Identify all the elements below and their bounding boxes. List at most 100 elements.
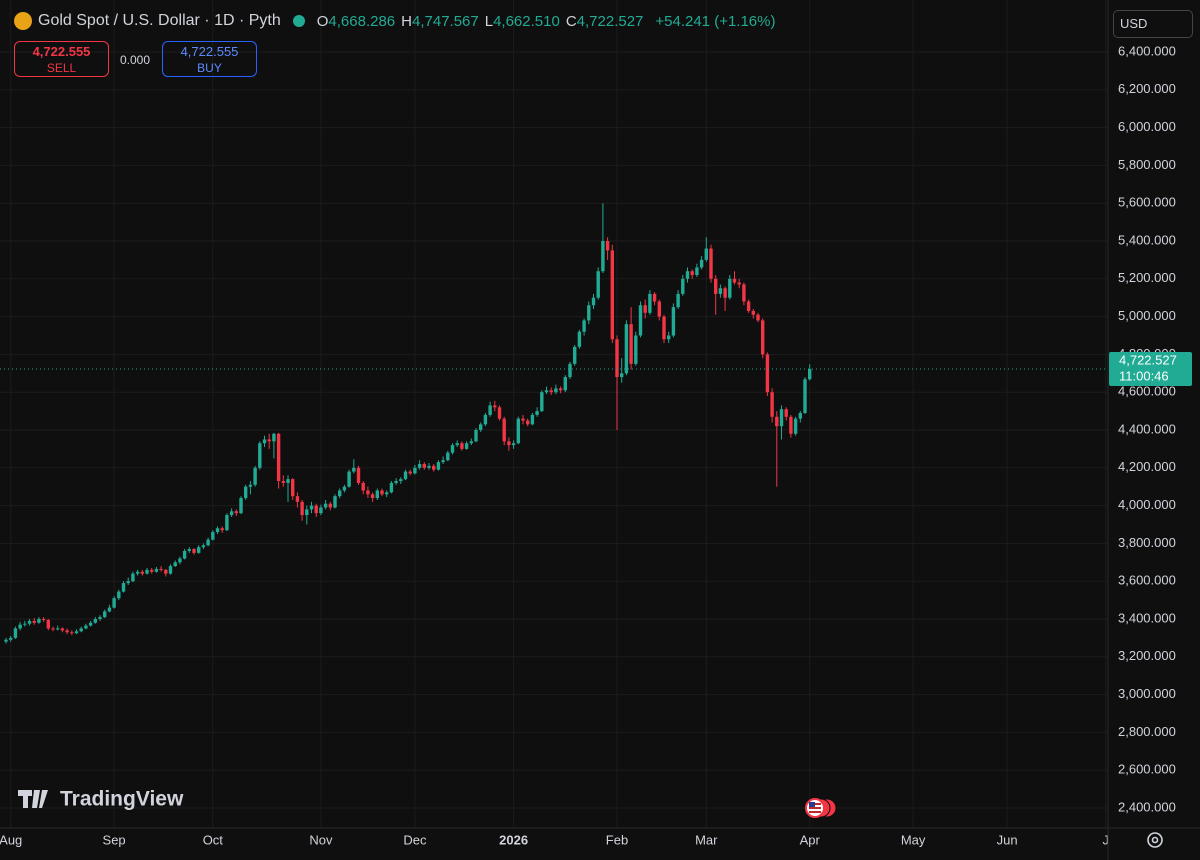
candle-body [366,490,370,495]
candle-body [286,479,290,483]
x-tick-label: 2026 [499,832,528,847]
candle-body [709,248,713,279]
candle-body [450,445,455,453]
candle-body [253,467,257,485]
candle-body [695,267,699,276]
y-tick-label: 4,400.000 [1118,421,1176,436]
candle-body [601,240,605,272]
candle-body [84,625,88,629]
candle-body [685,271,690,279]
buy-button[interactable]: 4,722.555 BUY [162,41,257,77]
x-tick-label: Sep [103,832,126,847]
candle-body [460,443,464,449]
candle-body [648,293,652,313]
candle-body [699,259,704,268]
candle-body [150,569,154,572]
x-tick-label: Aug [0,832,22,847]
sell-button[interactable]: 4,722.555 SELL [14,41,109,77]
candle-body [37,619,41,623]
symbol-icon [14,12,32,30]
candle-body [9,637,13,640]
candle-body [375,490,380,499]
candle-body [723,288,727,298]
x-tick-label: Nov [309,832,333,847]
candle-body [93,619,98,623]
candle-body [225,515,229,531]
candle-body [652,293,657,302]
candle-body [577,331,582,347]
candle-body [135,571,140,574]
x-tick-label: J [1103,832,1110,847]
candle-body [563,377,568,391]
candle-body [596,271,600,298]
settings-icon[interactable] [1147,832,1163,848]
candle-body [234,511,239,514]
candle-body [27,620,32,624]
info-value: 4,668.286 [328,12,396,30]
candle-body [248,484,253,487]
candle-body [605,240,610,251]
candle-body [770,392,774,417]
candle-body [634,335,638,364]
buy-label: BUY [197,61,222,75]
candle-body [417,464,422,468]
candle-body [573,346,577,364]
candle-body [624,324,629,374]
y-tick-label: 6,400.000 [1118,43,1176,58]
candle-body [521,418,525,421]
x-tick-label: May [901,832,926,847]
sell-price: 4,722.555 [32,44,91,59]
price-tag-countdown: 11:00:46 [1119,368,1169,383]
candle-body [516,418,521,444]
candle-body [469,441,474,444]
candle-body [394,481,398,483]
x-tick-label: Apr [800,832,821,847]
candle-body [309,505,314,510]
candle-body [32,620,36,623]
candle-body [244,486,248,499]
candle-body [620,373,624,378]
currency-select[interactable]: USD [1113,10,1193,38]
candle-body [751,310,755,315]
candle-body [718,288,723,294]
candle-body [728,278,732,298]
candle-body [582,320,586,332]
candle-body [300,501,304,516]
candle-body [291,479,295,497]
candle-body [220,528,224,531]
price-tag-value: 4,722.527 [1119,352,1177,367]
y-tick-label: 3,400.000 [1118,610,1176,625]
y-tick-label: 5,600.000 [1118,195,1176,210]
symbol-title[interactable]: Gold Spot / U.S. Dollar · 1D · Pyth [38,12,281,29]
candle-body [427,465,431,468]
candle-body [558,388,563,391]
candle-body [258,443,262,468]
candle-body [112,598,116,608]
candle-body [98,617,102,620]
candle-body [422,464,427,468]
candle-body [187,549,192,551]
candle-body [323,503,328,508]
candle-body [530,414,535,425]
candle-body [446,452,450,461]
x-tick-label: Mar [695,832,718,847]
y-tick-label: 3,600.000 [1118,573,1176,588]
candle-body [657,301,662,317]
candle-body [107,607,112,612]
candle-body [803,379,807,413]
candle-body [328,503,333,508]
candle-body [389,482,394,493]
candle-body [399,479,403,482]
y-tick-label: 5,000.000 [1118,308,1176,323]
candle-body [23,623,27,625]
candle-body [403,471,408,480]
y-tick-label: 2,600.000 [1118,762,1176,777]
candle-body [511,443,516,446]
candle-body [629,324,633,364]
event-flags[interactable] [805,798,837,818]
candle-body [483,414,488,425]
candle-body [540,392,544,412]
change: +54.241 (+1.16%) [655,12,776,30]
candle-body [173,562,177,567]
